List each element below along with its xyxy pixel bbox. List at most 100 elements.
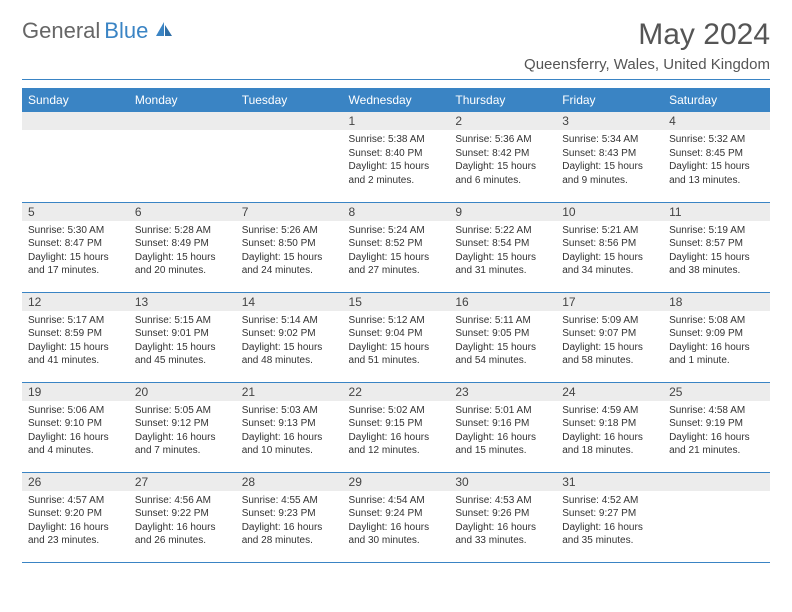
- daylight-line: Daylight: 16 hours and 4 minutes.: [28, 431, 123, 458]
- sunset-label: Sunset:: [669, 238, 703, 249]
- daylight-line: Daylight: 15 hours and 58 minutes.: [562, 341, 657, 368]
- day-cell: 19Sunrise: 5:06 AMSunset: 9:10 PMDayligh…: [22, 382, 129, 472]
- sunrise-value: 5:22 AM: [495, 225, 532, 236]
- week-row: 12Sunrise: 5:17 AMSunset: 8:59 PMDayligh…: [22, 292, 770, 382]
- daylight-label: Daylight:: [669, 161, 708, 172]
- sunrise-line: Sunrise: 5:02 AM: [349, 404, 444, 418]
- sunrise-label: Sunrise:: [669, 405, 706, 416]
- sunset-label: Sunset:: [135, 418, 169, 429]
- sunrise-value: 5:03 AM: [281, 405, 318, 416]
- day-details: Sunrise: 5:28 AMSunset: 8:49 PMDaylight:…: [129, 221, 236, 283]
- weekday-saturday: Saturday: [663, 88, 770, 112]
- sunset-line: Sunset: 8:40 PM: [349, 147, 444, 161]
- sunset-value: 9:04 PM: [385, 328, 422, 339]
- daylight-label: Daylight:: [669, 432, 708, 443]
- sunrise-label: Sunrise:: [242, 315, 279, 326]
- sunrise-label: Sunrise:: [28, 495, 65, 506]
- weekday-row: SundayMondayTuesdayWednesdayThursdayFrid…: [22, 88, 770, 112]
- daylight-line: Daylight: 15 hours and 27 minutes.: [349, 251, 444, 278]
- sunset-value: 8:56 PM: [599, 238, 636, 249]
- sunset-label: Sunset:: [349, 328, 383, 339]
- sunset-label: Sunset:: [562, 418, 596, 429]
- daylight-label: Daylight:: [135, 432, 174, 443]
- sunrise-label: Sunrise:: [455, 405, 492, 416]
- day-details: Sunrise: 4:52 AMSunset: 9:27 PMDaylight:…: [556, 491, 663, 553]
- sunrise-label: Sunrise:: [562, 315, 599, 326]
- sunset-line: Sunset: 9:18 PM: [562, 417, 657, 431]
- sunset-value: 8:43 PM: [599, 148, 636, 159]
- sunrise-line: Sunrise: 4:52 AM: [562, 494, 657, 508]
- sunset-label: Sunset:: [669, 418, 703, 429]
- day-details: Sunrise: 5:30 AMSunset: 8:47 PMDaylight:…: [22, 221, 129, 283]
- day-details: Sunrise: 5:38 AM Sunset: 8:40 PMDaylight:…: [343, 130, 450, 192]
- sunset-value: 8:54 PM: [492, 238, 529, 249]
- sunset-line: Sunset: 8:42 PM: [455, 147, 550, 161]
- empty-cell: [663, 472, 770, 562]
- daylight-line: Daylight: 15 hours and 45 minutes.: [135, 341, 230, 368]
- daylight-label: Daylight:: [242, 522, 281, 533]
- sunset-label: Sunset:: [669, 328, 703, 339]
- day-cell: 20Sunrise: 5:05 AMSunset: 9:12 PMDayligh…: [129, 382, 236, 472]
- sunrise-label: Sunrise:: [455, 225, 492, 236]
- daylight-line: Daylight: 15 hours and 13 minutes.: [669, 160, 764, 187]
- sunrise-line: Sunrise: 4:58 AM: [669, 404, 764, 418]
- sunset-label: Sunset:: [242, 328, 276, 339]
- day-details: Sunrise: 4:59 AMSunset: 9:18 PMDaylight:…: [556, 401, 663, 463]
- day-details: Sunrise: 5:17 AMSunset: 8:59 PMDaylight:…: [22, 311, 129, 373]
- day-number: 9: [449, 203, 556, 221]
- sunrise-label: Sunrise:: [242, 495, 279, 506]
- sunrise-value: 5:05 AM: [174, 405, 211, 416]
- weekday-friday: Friday: [556, 88, 663, 112]
- sunset-value: 8:52 PM: [385, 238, 422, 249]
- sunset-label: Sunset:: [349, 418, 383, 429]
- sunrise-line: Sunrise: 5:36 AM: [455, 133, 550, 147]
- day-cell: 18Sunrise: 5:08 AMSunset: 9:09 PMDayligh…: [663, 292, 770, 382]
- week-row: 1Sunrise: 5:38 AMSunset: 8:40 PMDaylight…: [22, 112, 770, 202]
- daylight-label: Daylight:: [349, 522, 388, 533]
- sunrise-label: Sunrise:: [349, 134, 386, 145]
- sunrise-value: 4:56 AM: [174, 495, 211, 506]
- daylight-label: Daylight:: [349, 161, 388, 172]
- sunrise-value: 5:38 AM: [388, 134, 425, 145]
- sunrise-line: Sunrise: 5:32 AM: [669, 133, 764, 147]
- calendar-page: GeneralBlue May 2024 Queensferry, Wales,…: [0, 0, 792, 612]
- sunrise-line: Sunrise: 4:59 AM: [562, 404, 657, 418]
- sunrise-line: Sunrise: 5:24 AM: [349, 224, 444, 238]
- day-details: Sunrise: 5:15 AMSunset: 9:01 PMDaylight:…: [129, 311, 236, 373]
- day-details: Sunrise: 5:08 AMSunset: 9:09 PMDaylight:…: [663, 311, 770, 373]
- day-number: [663, 473, 770, 491]
- sunset-line: Sunset: 8:56 PM: [562, 237, 657, 251]
- day-cell: 25Sunrise: 4:58 AMSunset: 9:19 PMDayligh…: [663, 382, 770, 472]
- sunset-label: Sunset:: [455, 148, 489, 159]
- sunrise-value: 5:01 AM: [495, 405, 532, 416]
- sunrise-line: Sunrise: 5:26 AM: [242, 224, 337, 238]
- day-cell: 1Sunrise: 5:38 AMSunset: 8:40 PMDaylight…: [343, 112, 450, 202]
- day-cell: 28 Sunrise: 4:55 AMSunset: 9:23 PMDayligh…: [236, 472, 343, 562]
- day-details: Sunrise: 4:56 AMSunset: 9:22 PMDaylight:…: [129, 491, 236, 553]
- sunset-value: 9:18 PM: [599, 418, 636, 429]
- day-number: 18: [663, 293, 770, 311]
- sunrise-line: Sunrise: 5:08 AM: [669, 314, 764, 328]
- sunrise-value: 4:55 AM: [281, 495, 318, 506]
- day-cell: 2Sunrise: 5:36 AMSunset: 8:42 PMDaylight…: [449, 112, 556, 202]
- daylight-line: Daylight: 15 hours and 31 minutes.: [455, 251, 550, 278]
- daylight-line: Daylight: 16 hours and 21 minutes.: [669, 431, 764, 458]
- daylight-line: Daylight: 15 hours and 34 minutes.: [562, 251, 657, 278]
- daylight-label: Daylight:: [28, 432, 67, 443]
- sunset-label: Sunset:: [242, 238, 276, 249]
- logo-text-2: Blue: [104, 18, 148, 44]
- week-row: 19Sunrise: 5:06 AMSunset: 9:10 PMDayligh…: [22, 382, 770, 472]
- sunrise-value: 4:53 AM: [495, 495, 532, 506]
- sunrise-value: 5:09 AM: [602, 315, 639, 326]
- sunset-line: Sunset: 9:26 PM: [455, 507, 550, 521]
- sunset-line: Sunset: 9:23 PM: [242, 507, 337, 521]
- sunset-line: Sunset: 9:19 PM: [669, 417, 764, 431]
- day-details: Sunrise: 5:21 AMSunset: 8:56 PMDaylight:…: [556, 221, 663, 283]
- title-block: May 2024 Queensferry, Wales, United King…: [524, 18, 770, 73]
- daylight-label: Daylight:: [349, 342, 388, 353]
- day-details: Sunrise: 5:01 AMSunset: 9:16 PMDaylight:…: [449, 401, 556, 463]
- daylight-line: Daylight: 16 hours and 23 minutes.: [28, 521, 123, 548]
- sail-icon: [154, 20, 174, 43]
- sunset-label: Sunset:: [455, 238, 489, 249]
- day-number: 28: [236, 473, 343, 491]
